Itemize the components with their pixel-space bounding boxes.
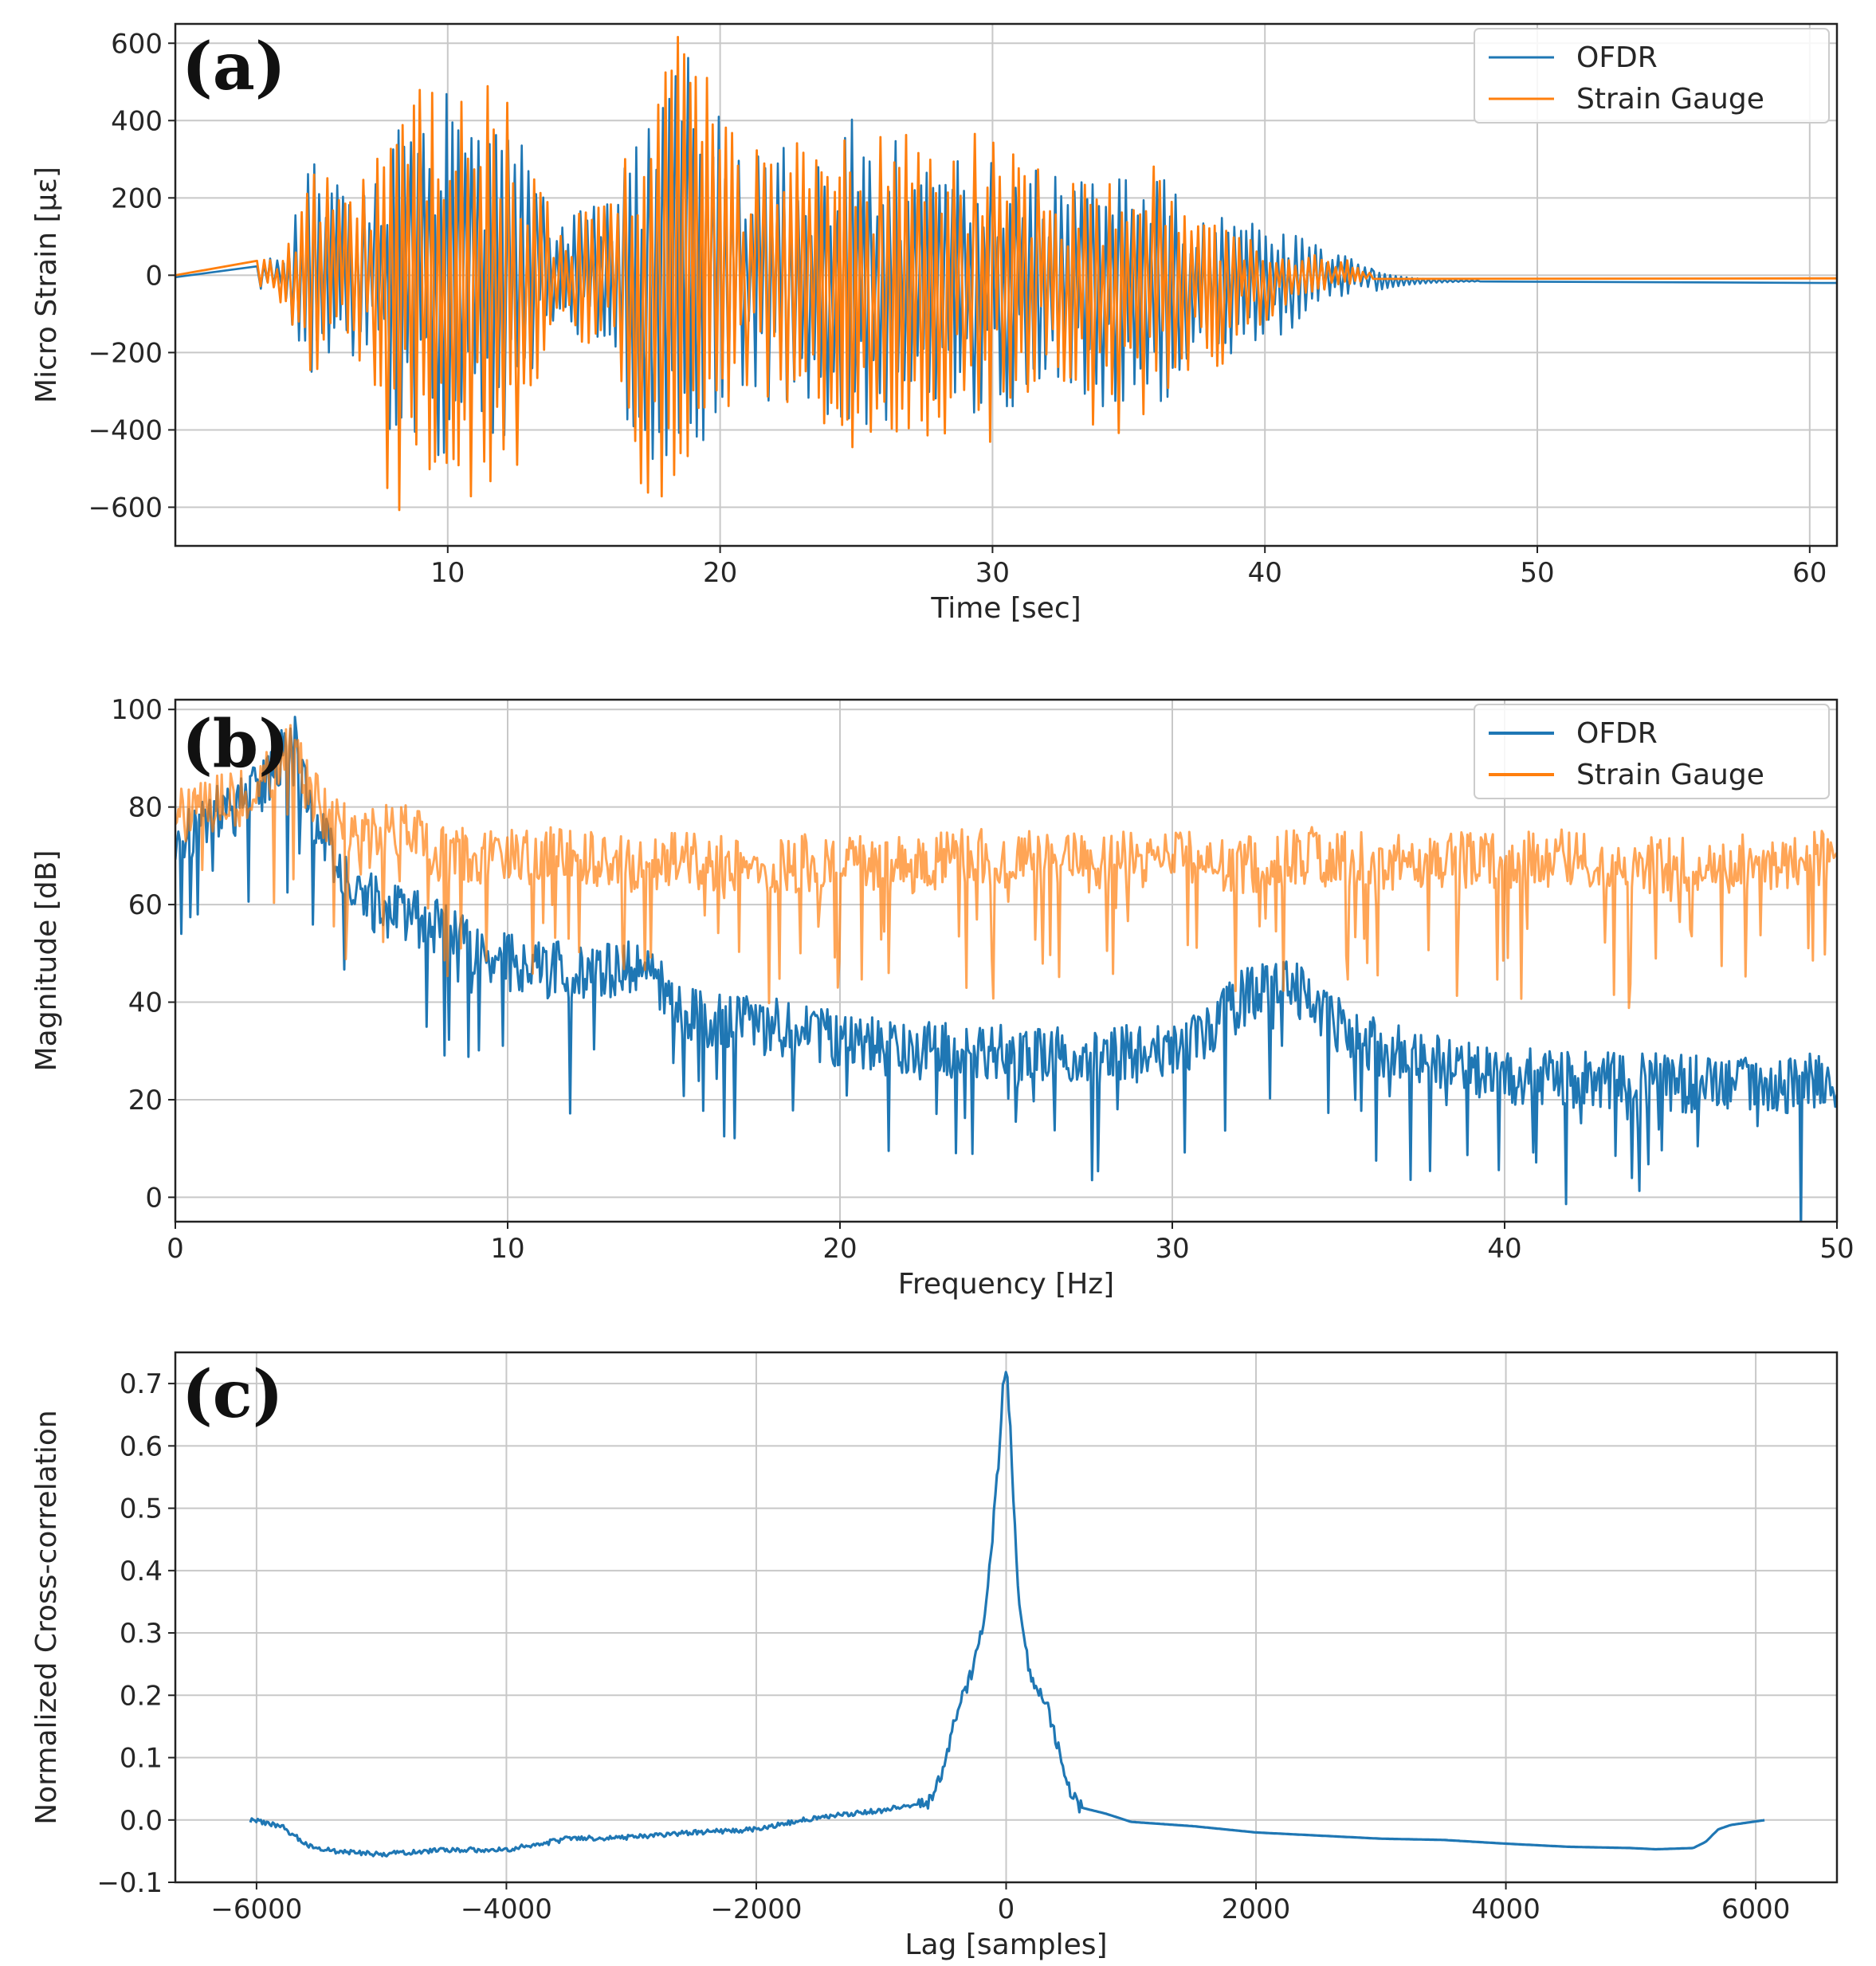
x-tick-label: 60 [1792,557,1827,589]
x-tick-label: 40 [1248,557,1282,589]
legend-entry: OFDR [1576,41,1658,74]
y-tick-label: 0.1 [120,1743,163,1775]
y-tick-label: 60 [128,889,163,921]
x-tick-label: −4000 [461,1893,552,1925]
legend-box [1474,28,1830,124]
y-tick-label: 400 [111,105,163,137]
x-tick-label: 40 [1487,1233,1521,1265]
y-tick-label: 40 [128,987,163,1019]
x-tick-label: 2000 [1222,1893,1291,1925]
panel-b: 0 10 20 30 40 50 0 20 40 60 80 100 Frequency [Hz] Mag… [30,694,1854,1301]
legend-box [1474,704,1830,799]
panel-a: 10 20 30 40 50 60 −600 −400 −200 0 200 400 600 Time [… [30,22,1839,625]
x-tick-label: 10 [430,557,465,589]
y-axis-label: Magnitude [dB] [30,850,63,1072]
x-tick-label: 50 [1819,1233,1854,1265]
x-tick-label: 30 [1155,1233,1189,1265]
x-axis-label: Lag [samples] [905,1929,1107,1961]
y-tick-label: 80 [128,792,163,824]
panel-label: (c) [182,1356,284,1433]
legend-entry: OFDR [1576,717,1658,750]
legend-entry: Strain Gauge [1576,83,1764,116]
series-line-strain-gauge [175,36,1837,512]
x-tick-label: 50 [1520,557,1554,589]
series-line-strain-gauge [175,724,1837,1010]
y-tick-label: 0 [145,1182,163,1214]
y-tick-label: 0.4 [120,1556,163,1587]
y-tick-label: −0.1 [96,1867,163,1899]
y-tick-label: 0.6 [120,1430,163,1462]
y-tick-label: 200 [111,182,163,214]
series-line-cross-correlation [249,1371,1765,1858]
y-tick-label: 0 [145,260,163,292]
y-tick-label: 0.7 [120,1368,163,1400]
panel-label: (b) [182,706,289,783]
x-tick-label: −2000 [710,1893,802,1925]
y-tick-label: −400 [88,414,163,446]
axes-frame [174,1351,1839,1884]
y-tick-label: −600 [88,492,163,524]
y-tick-label: 600 [111,28,163,60]
y-tick-label: 0.0 [120,1805,163,1837]
y-tick-label: −200 [88,337,163,369]
panel-label: (a) [182,29,286,105]
y-axis-label: Micro Strain [με] [30,167,63,403]
x-tick-label: 0 [167,1233,184,1265]
axes-frame [174,698,1839,1223]
panel-c: −6000 −4000 −2000 0 2000 4000 6000 −0.1 0.0 0.1 0.… [30,1351,1839,1961]
legend-entry: Strain Gauge [1576,759,1764,791]
y-axis-label: Normalized Cross-correlation [30,1410,63,1824]
x-tick-label: 20 [703,557,737,589]
x-tick-label: 10 [490,1233,524,1265]
x-tick-label: 4000 [1471,1893,1540,1925]
y-tick-label: 0.5 [120,1493,163,1525]
x-axis-label: Frequency [Hz] [898,1268,1114,1301]
x-tick-label: −6000 [210,1893,302,1925]
y-tick-label: 0.2 [120,1680,163,1712]
x-axis-label: Time [sec] [930,592,1081,625]
x-tick-label: 20 [822,1233,857,1265]
y-tick-label: 0.3 [120,1618,163,1650]
x-tick-label: 30 [975,557,1010,589]
x-tick-label: 6000 [1721,1893,1791,1925]
series-line-ofdr [175,716,1837,1222]
x-tick-label: 0 [998,1893,1015,1925]
axes-frame [174,22,1839,547]
y-tick-label: 20 [128,1085,163,1116]
y-tick-label: 100 [111,694,163,726]
